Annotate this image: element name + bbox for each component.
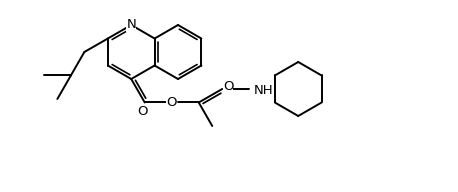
Text: O: O	[137, 105, 148, 118]
Text: NH: NH	[254, 84, 274, 98]
Text: N: N	[126, 18, 136, 31]
Text: O: O	[167, 96, 177, 109]
Text: O: O	[223, 80, 234, 94]
